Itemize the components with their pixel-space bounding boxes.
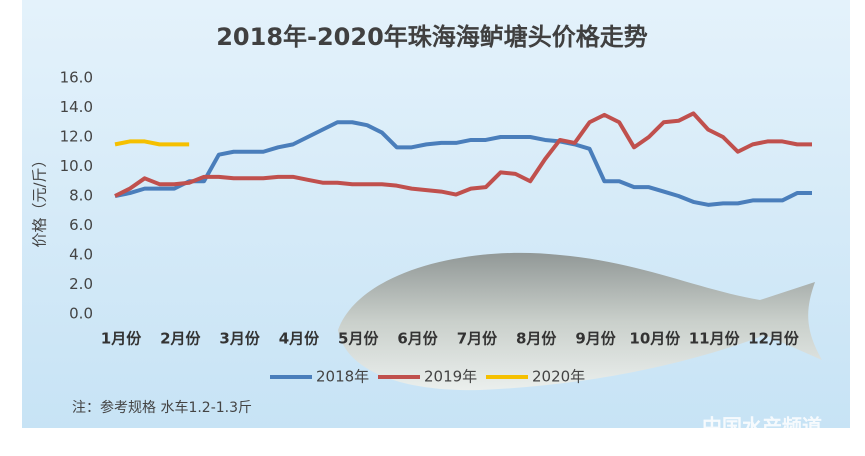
x-tick-label: 4月份 (279, 330, 320, 348)
y-axis-label: 价格（元/斤） (31, 152, 49, 247)
series-line (114, 111, 812, 198)
x-tick-label: 7月份 (457, 330, 498, 348)
x-tick-label: 10月份 (629, 330, 681, 348)
series-line (114, 120, 812, 207)
x-tick-label: 3月份 (219, 330, 260, 348)
x-tick-label: 9月份 (575, 330, 616, 348)
legend-label: 2020年 (532, 368, 585, 386)
y-tick-label: 10.0 (60, 157, 93, 175)
note: 注：参考规格 水车1.2-1.3斤 (72, 399, 252, 416)
x-tick-label: 6月份 (397, 330, 438, 348)
y-tick-label: 0.0 (69, 305, 93, 323)
y-tick-label: 14.0 (60, 98, 93, 116)
x-tick-label: 12月份 (748, 330, 800, 348)
x-tick-label: 5月份 (338, 330, 379, 348)
watermark: 中国水产频道 (702, 415, 822, 439)
x-tick-label: 2月份 (160, 330, 201, 348)
y-tick-label: 6.0 (69, 216, 93, 234)
y-tick-label: 2.0 (69, 275, 93, 293)
x-tick-label: 8月份 (516, 330, 557, 348)
y-tick-label: 4.0 (69, 246, 93, 264)
fish-illustration (338, 252, 822, 391)
y-tick-label: 12.0 (60, 128, 93, 146)
x-tick-label: 11月份 (689, 330, 741, 348)
series-line (114, 139, 190, 147)
legend-label: 2019年 (424, 368, 477, 386)
chart-title: 2018年-2020年珠海海鲈塘头价格走势 (216, 23, 648, 51)
legend-label: 2018年 (316, 368, 369, 386)
y-tick-label: 16.0 (60, 69, 93, 87)
x-tick-label: 1月份 (101, 330, 142, 348)
y-tick-label: 8.0 (69, 187, 93, 205)
